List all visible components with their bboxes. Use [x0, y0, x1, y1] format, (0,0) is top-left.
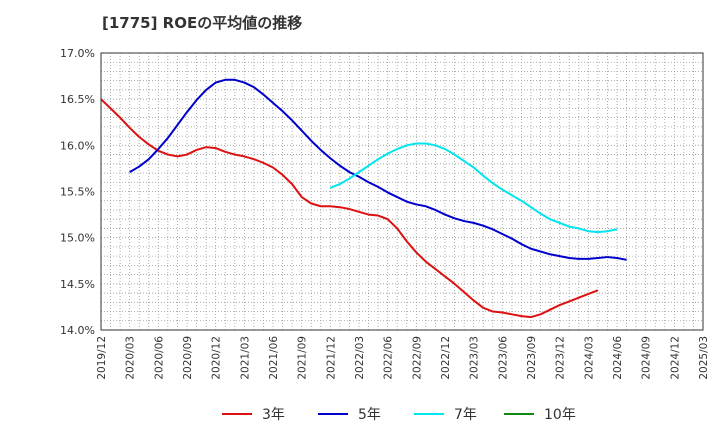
x-tick-label: 2023/03	[469, 336, 481, 380]
series-line-5年	[129, 78, 627, 261]
plot-frame	[100, 52, 704, 331]
legend-label-5年: 5年	[358, 407, 381, 423]
series-line-3年	[100, 98, 599, 319]
series-lines	[100, 78, 627, 319]
legend-label-3年: 3年	[262, 407, 285, 423]
x-tick-label: 2024/09	[641, 336, 653, 380]
y-tick-label: 14.0%	[60, 324, 95, 337]
x-tick-label: 2025/03	[698, 336, 710, 380]
x-tick-label: 2022/03	[354, 336, 366, 380]
y-axis-ticks: 14.0% 14.5% 15.0% 15.5% 16.0% 16.5% 17.0%	[60, 47, 95, 337]
x-tick-label: 2024/06	[612, 336, 624, 380]
x-tick-label: 2022/06	[383, 336, 395, 380]
x-tick-label: 2021/12	[325, 336, 337, 380]
y-tick-label: 14.5%	[60, 278, 95, 291]
x-tick-label: 2021/09	[297, 336, 309, 380]
legend-label-10年: 10年	[544, 407, 576, 423]
y-tick-label: 15.0%	[60, 232, 95, 245]
y-tick-label: 17.0%	[60, 47, 95, 60]
y-tick-label: 16.5%	[60, 93, 95, 106]
y-tick-label: 16.0%	[60, 139, 95, 152]
x-tick-label: 2023/09	[526, 336, 538, 380]
x-tick-label: 2021/06	[268, 336, 280, 380]
legend: 3年 5年 7年 10年	[222, 407, 576, 423]
y-tick-label: 15.5%	[60, 186, 95, 199]
x-tick-label: 2022/09	[411, 336, 423, 380]
series-line-7年	[329, 142, 618, 234]
x-tick-label: 2022/12	[440, 336, 452, 380]
x-tick-label: 2023/06	[497, 336, 509, 380]
x-axis-ticks: 2019/12 2020/03 2020/06 2020/09 2020/12 2021/…	[96, 336, 710, 380]
x-tick-label: 2024/03	[583, 336, 595, 380]
x-tick-label: 2020/09	[182, 336, 194, 380]
x-tick-label: 2019/12	[96, 336, 108, 380]
legend-label-7年: 7年	[454, 407, 477, 423]
grid-lines	[101, 53, 703, 330]
x-tick-label: 2020/06	[153, 336, 165, 380]
x-tick-label: 2020/03	[125, 336, 137, 380]
x-tick-label: 2020/12	[211, 336, 223, 380]
chart-title: [1775] ROEの平均値の推移	[102, 14, 303, 32]
x-tick-label: 2021/03	[239, 336, 251, 380]
x-tick-label: 2023/12	[555, 336, 567, 380]
x-tick-label: 2024/12	[669, 336, 681, 380]
